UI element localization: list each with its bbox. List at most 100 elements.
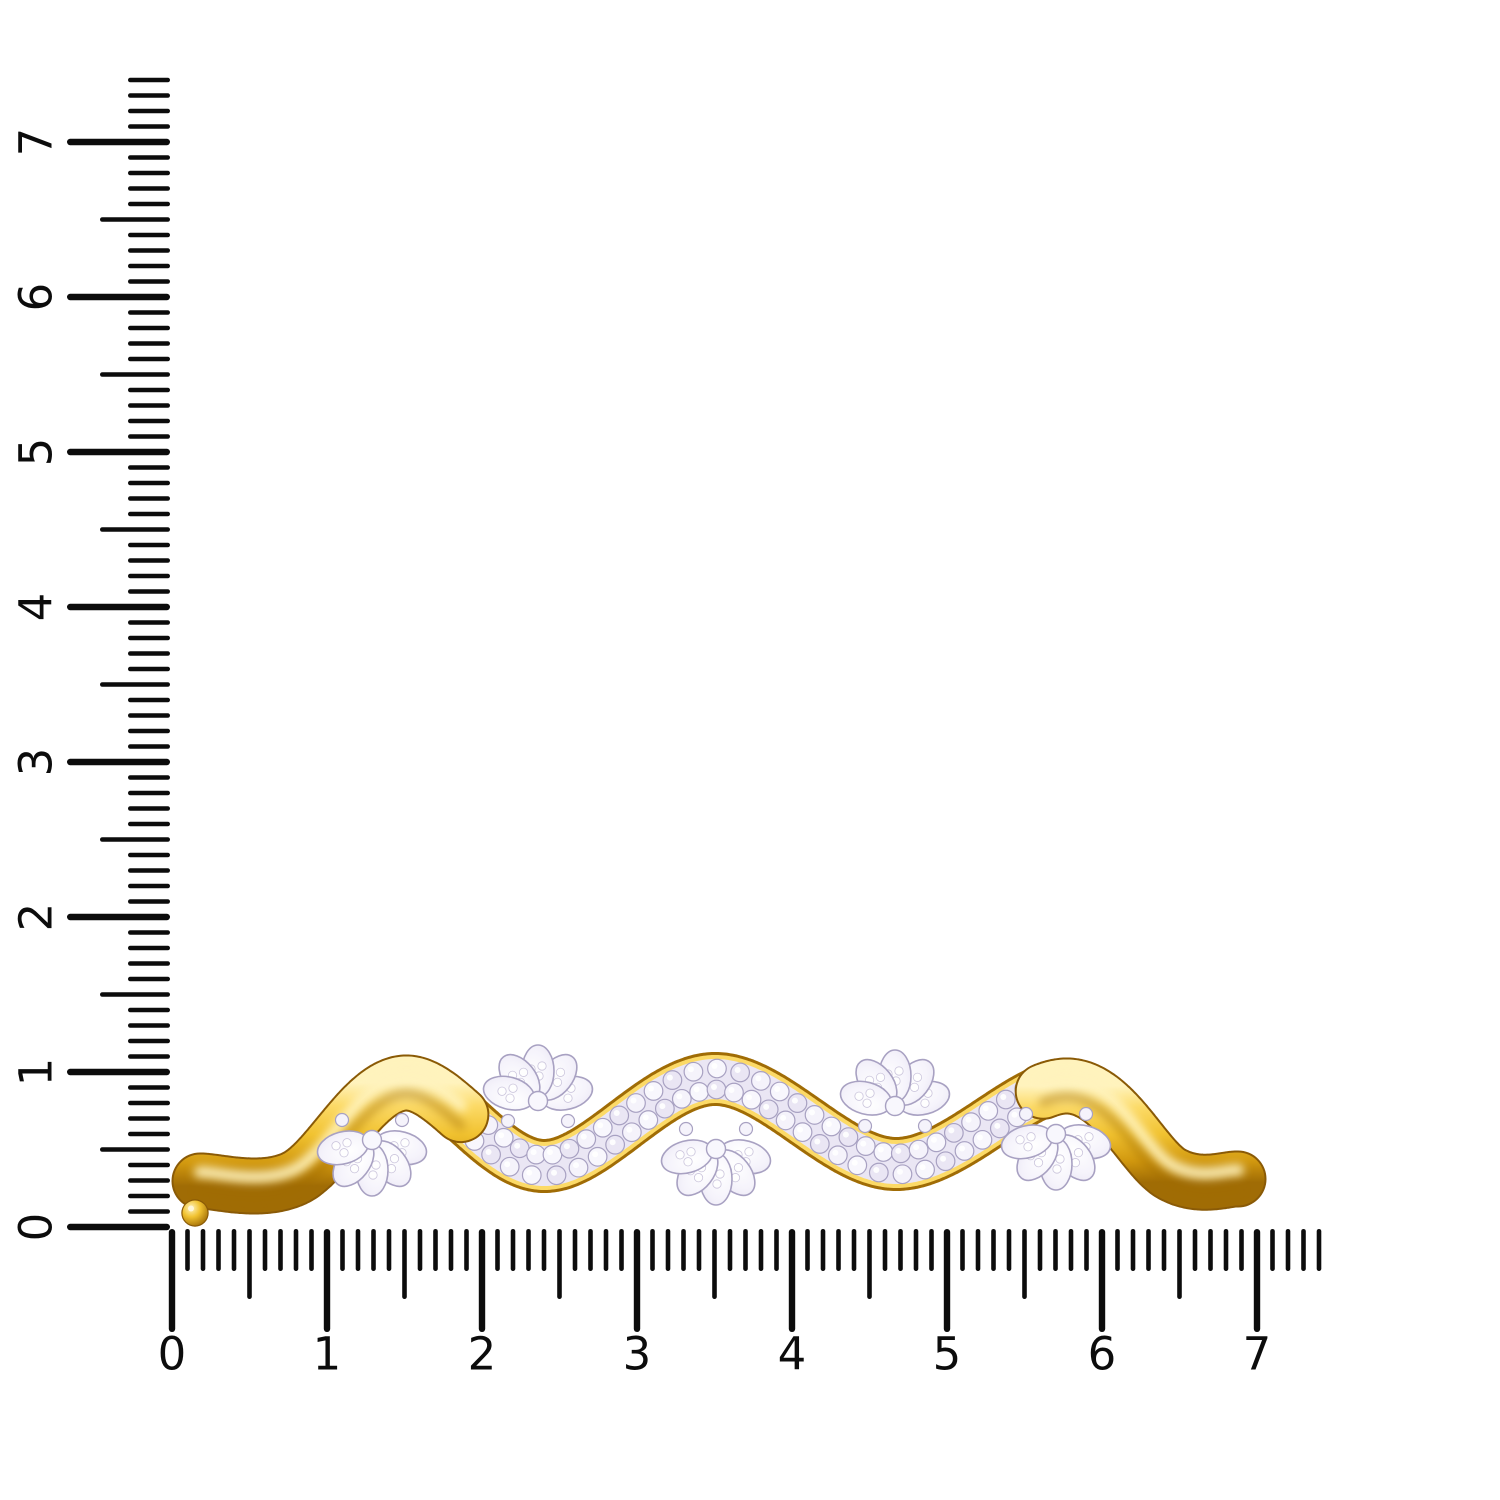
pave-diamond [509,1138,530,1159]
ruler-tick [168,1229,176,1332]
pave-diamond-sparkle [825,1120,832,1127]
ruler-tick [128,325,170,331]
ruler-tick [128,341,170,346]
petal-sparkle [1084,1132,1094,1142]
cluster-diamond [334,1112,350,1128]
pave-diamond-sparkle [592,1151,599,1158]
pave-diamond-sparkle [809,1109,816,1116]
pave-diamond [546,1165,567,1186]
ruler-tick [1270,1229,1275,1271]
ruler-tick [128,744,170,749]
diamond-cluster [1000,1106,1112,1191]
pave-diamond-sparkle [791,1097,798,1104]
pave-diamond [559,1138,580,1159]
ruler-tick [128,186,170,191]
pave-diamond [847,1155,868,1176]
ruler-tick [433,1229,438,1271]
ruler-tick [526,1229,531,1271]
ruler-tick [128,589,170,594]
pave-diamond-sparkle [573,1162,580,1169]
ruler-tick [758,1229,764,1271]
petal-sparkle [537,1061,547,1071]
ruler-tick [340,1229,345,1271]
petal-sparkle [1033,1158,1044,1168]
ruler-number: 7 [10,128,63,157]
ruler-tick [681,1229,686,1271]
ruler-tick [1130,1229,1136,1271]
cluster-diamond [1018,1106,1034,1122]
diamond-cluster [839,1049,951,1134]
pave-diamond [855,1136,876,1156]
pave-diamond [621,1122,642,1143]
ruler-tick [128,620,170,625]
ruler-tick [478,1229,486,1332]
pave-diamond-sparkle [873,1167,880,1174]
ruler-tick [128,387,170,393]
ruler-tick [355,1229,361,1271]
pave-diamond-sparkle [896,1168,903,1175]
ruler-tick [100,217,170,222]
ruler-tick [128,434,170,439]
ruler-tick [386,1229,392,1271]
petal-sparkle [552,1077,563,1087]
ruler-tick [464,1229,469,1271]
pave-diamond-sparkle [982,1105,989,1112]
ruler-number: 4 [10,593,63,622]
ruler-tick [1192,1229,1198,1271]
ruler-tick [820,1229,826,1271]
pave-diamond-sparkle [666,1074,673,1081]
pave-diamond [775,1110,796,1131]
ruler-tick [67,1223,170,1231]
pave-diamond [724,1082,744,1103]
ruler-number: 0 [10,1213,63,1242]
ruler-tick [510,1229,516,1271]
cluster-diamond [738,1121,754,1137]
ruler-tick [371,1229,376,1271]
pave-diamond [943,1122,964,1143]
ruler-tick [128,573,170,579]
ruler-tick [128,558,170,563]
petal-sparkle [865,1088,875,1098]
pave-diamond [683,1061,704,1082]
petal-sparkle [389,1154,400,1164]
pave-diamond [706,1079,727,1100]
pave-diamond-sparkle [626,1126,633,1133]
ruler-tick [309,1229,314,1271]
pave-diamond-sparkle [940,1155,947,1162]
ruler-tick [882,1229,888,1271]
ruler-tick [100,527,170,532]
ruler-tick [128,511,170,517]
bracelet [171,1044,1267,1227]
pave-diamond-sparkle [504,1161,511,1168]
pave-diamond [926,1132,947,1153]
ruler-tick [67,603,170,611]
petal-sparkle [693,1173,704,1183]
ruler-tick [67,758,170,766]
petal-sparkle [400,1138,410,1148]
pave-diamond-sparkle [746,1094,753,1101]
ruler-tick [100,682,170,687]
ruler-tick [323,1229,331,1332]
pave-diamond [804,1105,825,1125]
pave-diamond-sparkle [514,1142,521,1149]
clasp-ball [182,1200,208,1226]
ruler-tick [128,635,170,641]
ruler-number: 1 [10,1058,63,1087]
pave-diamond-sparkle [832,1149,839,1156]
ruler-tick [1146,1229,1151,1271]
pave-diamond [689,1082,710,1102]
pave-diamond-sparkle [711,1063,718,1070]
ruler-tick [128,1100,170,1106]
pave-diamond-sparkle [1000,1094,1007,1101]
ruler-tick [128,1131,170,1137]
petal-sparkle [508,1083,518,1093]
ruler-tick [128,1116,170,1121]
pave-diamond [935,1151,956,1172]
pave-diamond [671,1088,692,1109]
petal-sparkle [683,1157,693,1167]
ruler-tick [128,1085,170,1090]
ruler-tick [1253,1229,1261,1332]
ruler-tick [898,1229,903,1271]
ruler-tick [1098,1229,1106,1332]
pave-diamond [750,1071,771,1091]
